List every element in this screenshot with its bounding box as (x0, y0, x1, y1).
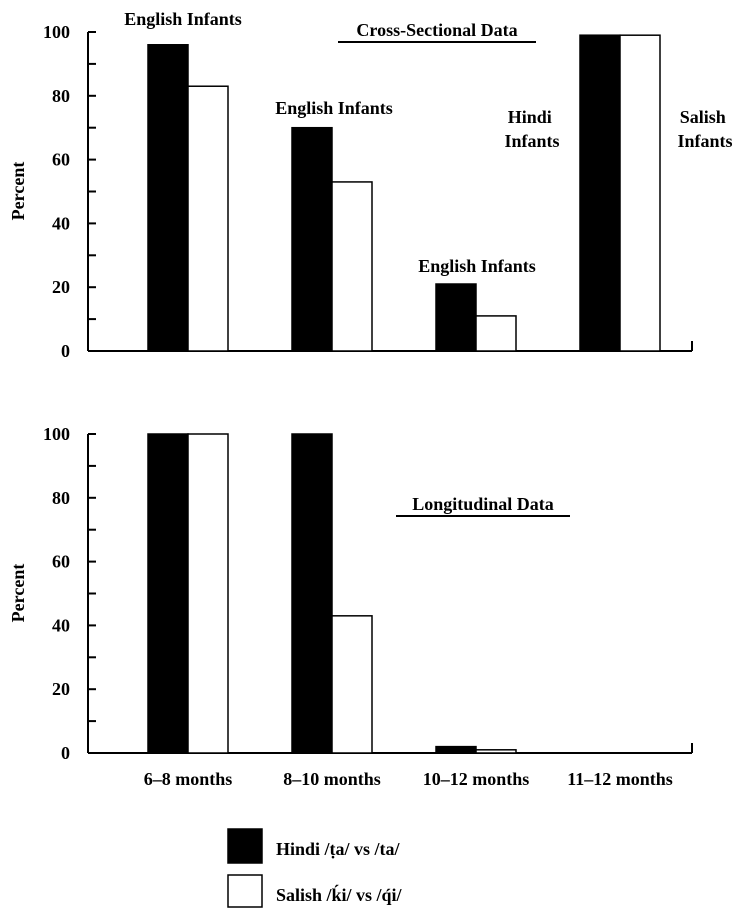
bar-hindi-bottom-2 (435, 745, 477, 754)
bar-salish-top-0 (187, 85, 229, 352)
chart1-bars (147, 34, 661, 352)
bar-salish-top-3 (619, 34, 661, 352)
chart2-axis: 0 20 40 60 80 100 (43, 424, 693, 763)
bar-salish-bottom-2 (475, 749, 517, 754)
bar-salish-bottom-1 (331, 615, 373, 754)
y-tick-label-bottom-60: 60 (52, 552, 70, 572)
chart2-bars (147, 433, 517, 754)
x-tick-label-2: 10–12 months (423, 769, 530, 789)
x-tick-label-3: 11–12 months (567, 769, 673, 789)
annotation-english-infants-1: English Infants (124, 9, 242, 29)
legend-item-salish: Salish /ḱi/ vs /q́i/ (227, 874, 403, 908)
y-axis-label-bottom: Percent (8, 564, 28, 623)
x-tick-label-1: 8–10 months (283, 769, 381, 789)
legend: Hindi /ṭa/ vs /ta/ Salish /ḱi/ vs /q́i/ (227, 828, 403, 908)
y-tick-label-top-40: 40 (52, 213, 70, 233)
y-tick-label-top-60: 60 (52, 150, 70, 170)
annotation-english-infants-3: English Infants (418, 256, 536, 276)
bar-salish-top-1 (331, 181, 373, 352)
annotation-english-infants-2: English Infants (275, 98, 393, 118)
cross-sectional-chart: Percent Cross-Sectional Data 0 20 40 60 80 10… (8, 9, 733, 361)
bar-hindi-top-3 (579, 34, 621, 352)
y-tick-label-top-0: 0 (61, 341, 70, 361)
bar-hindi-bottom-0 (147, 433, 189, 754)
y-tick-label-bottom-100: 100 (43, 424, 70, 444)
bar-hindi-bottom-1 (291, 433, 333, 754)
bar-hindi-top-2 (435, 283, 477, 352)
chart-title-bottom: Longitudinal Data (412, 494, 554, 514)
legend-swatch-hindi (227, 828, 263, 864)
bar-hindi-top-1 (291, 126, 333, 352)
y-tick-label-bottom-80: 80 (52, 488, 70, 508)
x-tick-labels: 6–8 months 8–10 months 10–12 months 11–12 m… (144, 769, 673, 789)
legend-label-salish: Salish /ḱi/ vs /q́i/ (276, 884, 403, 905)
y-tick-label-bottom-20: 20 (52, 679, 70, 699)
chart-title-top: Cross-Sectional Data (356, 20, 517, 40)
bar-salish-top-2 (475, 315, 517, 352)
legend-item-hindi: Hindi /ṭa/ vs /ta/ (227, 828, 401, 864)
x-tick-label-0: 6–8 months (144, 769, 233, 789)
y-tick-label-top-20: 20 (52, 277, 70, 297)
annotation-hindi-infants: Hindi Infants (504, 107, 559, 151)
annotation-salish-infants: Salish Infants (677, 107, 732, 151)
longitudinal-chart: Percent Longitudinal Data 0 20 40 60 80 100 6… (8, 424, 693, 789)
legend-swatch-salish (227, 874, 263, 908)
legend-label-hindi: Hindi /ṭa/ vs /ta/ (276, 839, 401, 859)
y-axis-label-top: Percent (8, 162, 28, 221)
y-tick-label-bottom-0: 0 (61, 743, 70, 763)
bar-salish-bottom-0 (187, 433, 229, 754)
y-tick-label-bottom-40: 40 (52, 615, 70, 635)
y-tick-label-top-100: 100 (43, 22, 70, 42)
y-tick-label-top-80: 80 (52, 86, 70, 106)
bar-hindi-top-0 (147, 44, 189, 352)
